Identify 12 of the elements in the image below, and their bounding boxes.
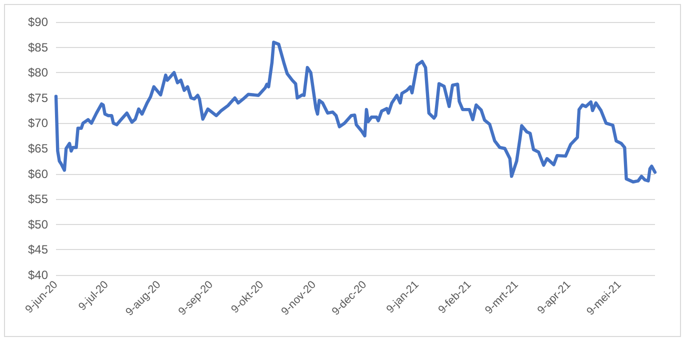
y-tick-label: $55 [28, 192, 48, 206]
y-tick-label: $75 [28, 90, 48, 105]
y-tick-label: $65 [28, 142, 48, 156]
y-tick-label: $80 [28, 66, 48, 80]
y-tick-label: $50 [28, 217, 48, 232]
y-tick-label: $60 [28, 166, 48, 181]
y-tick-label: $45 [28, 242, 48, 257]
y-tick-label: $70 [28, 116, 48, 130]
y-tick-label: $90 [28, 15, 48, 29]
y-tick-label: $40 [28, 268, 48, 282]
line-series [54, 40, 657, 184]
y-tick-label: $85 [28, 40, 48, 54]
